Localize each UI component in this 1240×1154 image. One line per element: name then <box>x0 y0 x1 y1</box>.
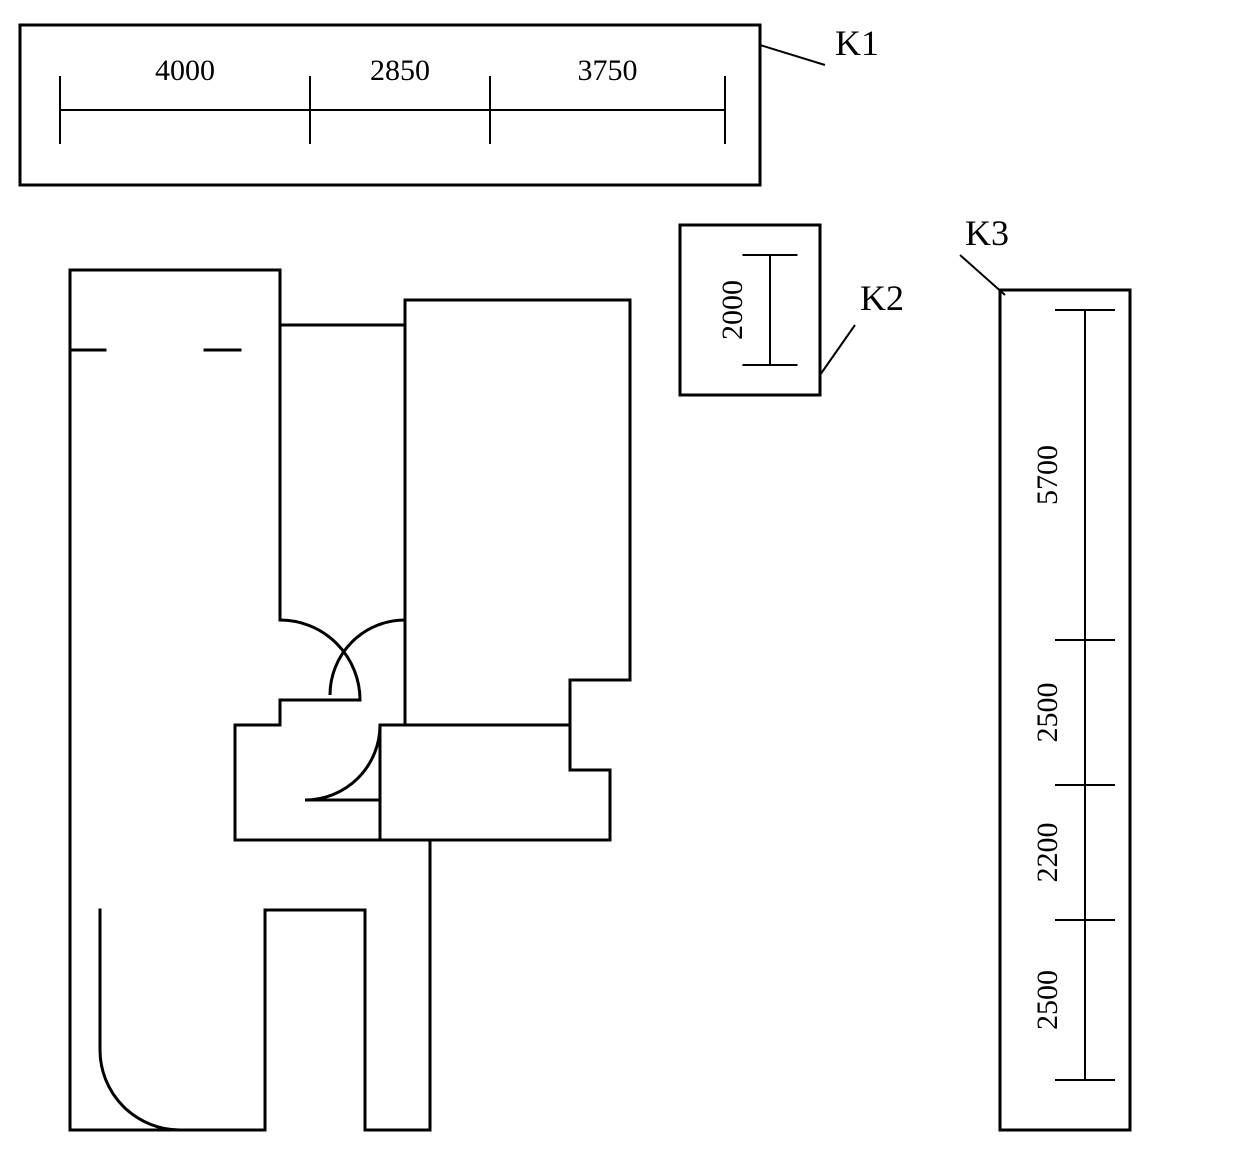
k1-label: K1 <box>835 23 879 63</box>
k3-box <box>1000 290 1130 1130</box>
door-arc <box>330 620 405 695</box>
k1-value: 3750 <box>578 54 638 87</box>
k1-value: 2850 <box>370 54 430 87</box>
floorplan <box>70 270 630 1130</box>
door-arc <box>305 725 380 800</box>
k1-value: 4000 <box>155 54 215 87</box>
k3-value: 2500 <box>1031 683 1064 743</box>
k1-box <box>20 25 760 185</box>
k1-leader <box>760 45 825 65</box>
k2-box <box>680 225 820 395</box>
k3-label: K3 <box>965 213 1009 253</box>
k2-label: K2 <box>860 278 904 318</box>
door-arc <box>280 620 360 700</box>
k3-value: 2200 <box>1031 823 1064 883</box>
k3-value: 2500 <box>1031 970 1064 1030</box>
door-arc <box>100 1050 180 1130</box>
k3-value: 5700 <box>1031 445 1064 505</box>
k2-leader <box>820 325 855 375</box>
k3-leader <box>960 255 1005 295</box>
k2-value: 2000 <box>716 280 749 340</box>
